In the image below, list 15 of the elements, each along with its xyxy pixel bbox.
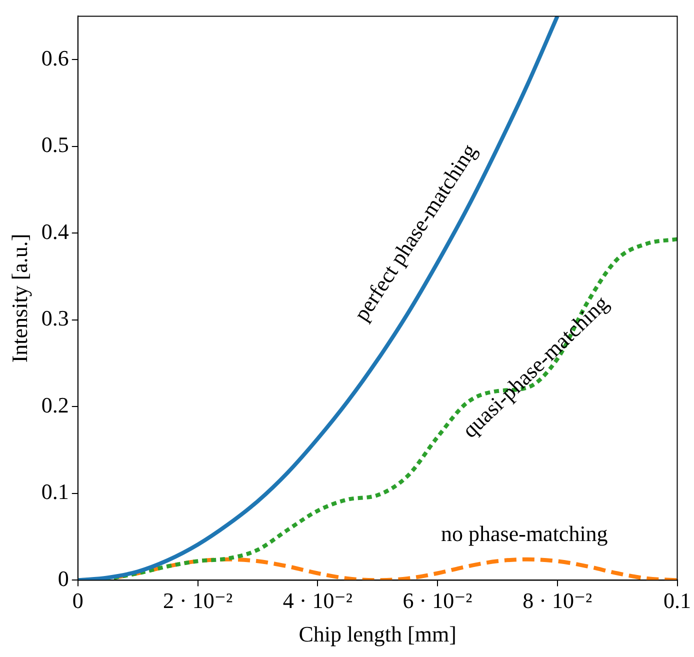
x-tick-label: 0.1 — [664, 588, 691, 614]
y-tick-label: 0.3 — [41, 306, 69, 331]
y-axis-title: Intensity [a.u.] — [6, 234, 32, 363]
y-tick-label: 0.2 — [41, 392, 69, 418]
x-tick-label: 8 · 10⁻² — [522, 588, 593, 614]
y-tick-label: 0.4 — [41, 218, 69, 244]
y-tick-label: 0.6 — [41, 45, 69, 70]
series-label: no phase-matching — [441, 520, 608, 546]
x-axis-title: Chip length [mm] — [298, 622, 456, 647]
y-tick-label: 0.1 — [41, 479, 69, 504]
y-tick-label: 0.5 — [41, 132, 69, 158]
x-tick-label: 2 · 10⁻² — [162, 588, 233, 614]
y-tick-label: 0 — [58, 566, 69, 591]
x-tick-label: 4 · 10⁻² — [282, 588, 353, 614]
x-tick-label: 6 · 10⁻² — [402, 588, 473, 614]
